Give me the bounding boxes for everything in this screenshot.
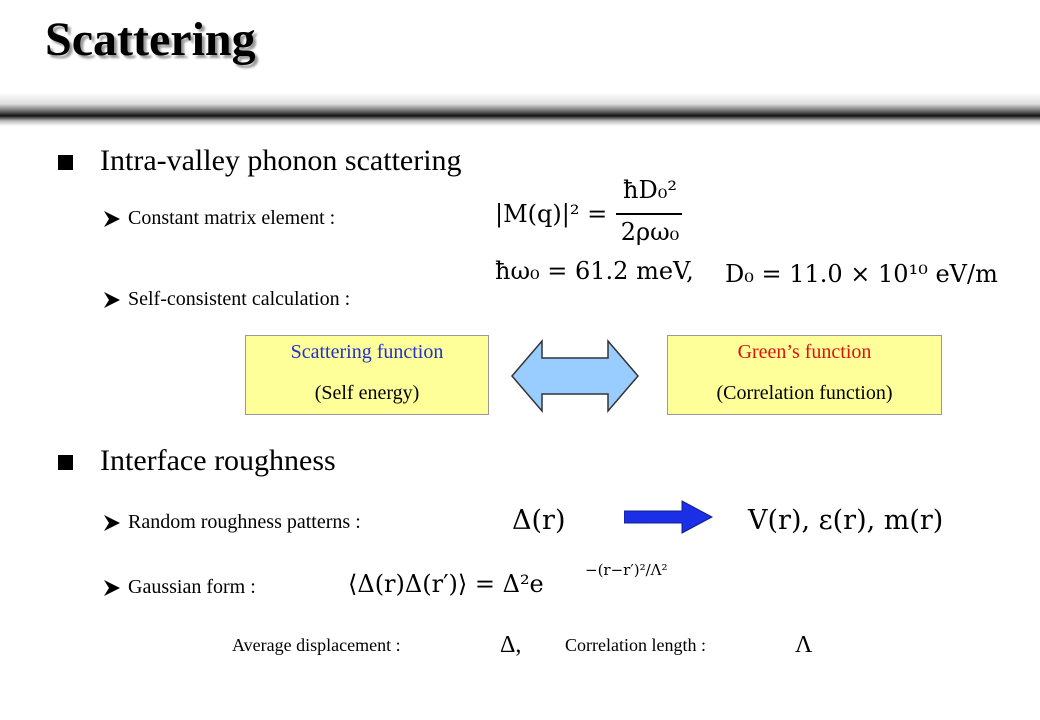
box-subtitle: (Correlation function) <box>716 382 893 404</box>
box-subtitle: (Self energy) <box>314 382 420 404</box>
arrow-bullet <box>104 580 120 596</box>
section-heading: Interface roughness <box>100 444 336 477</box>
item: Random roughness patterns : <box>128 511 361 533</box>
equation: D₀ = 11.0 × 10¹⁰ eV/m <box>725 260 998 288</box>
item: Self-consistent calculation : <box>128 288 351 310</box>
box-title: Green’s function <box>737 341 872 363</box>
equation: Δ(r) <box>512 505 566 536</box>
double-arrow <box>511 338 639 414</box>
bullet <box>58 455 73 470</box>
footer-symbol: Λ <box>795 632 813 658</box>
fraction-line <box>616 213 682 215</box>
box: Green’s function (Correlation function) <box>667 335 942 415</box>
footer-symbol: Δ, <box>500 632 522 658</box>
section-heading: Intra-valley phonon scattering <box>100 144 462 177</box>
fraction-denominator: 2ρω₀ <box>620 218 680 246</box>
arrow-bullet <box>104 292 120 308</box>
item: Gaussian form : <box>128 576 256 598</box>
equation: |M(q)|² = <box>495 200 608 228</box>
equation: ⟨Δ(r)Δ(r′)⟩ = Δ²e <box>348 570 544 598</box>
arrow-bullet <box>104 211 120 227</box>
bullet <box>58 155 73 170</box>
footer-label: Average displacement : <box>232 635 401 655</box>
equation: V(r), ε(r), m(r) <box>748 505 944 536</box>
equation-exponent: −(r−r′)²/Λ² <box>585 561 668 579</box>
fraction-numerator: ħD₀² <box>623 176 677 204</box>
slide-title: Scattering <box>45 13 256 66</box>
arrow <box>624 500 714 534</box>
equation: ħω₀ = 61.2 meV, <box>495 257 694 285</box>
box: Scattering function (Self energy) <box>245 335 489 415</box>
item: Constant matrix element : <box>128 207 336 229</box>
arrow-bullet <box>104 515 120 531</box>
box-title: Scattering function <box>290 341 444 363</box>
footer-label: Correlation length : <box>565 635 706 655</box>
title-bar <box>0 92 1040 126</box>
